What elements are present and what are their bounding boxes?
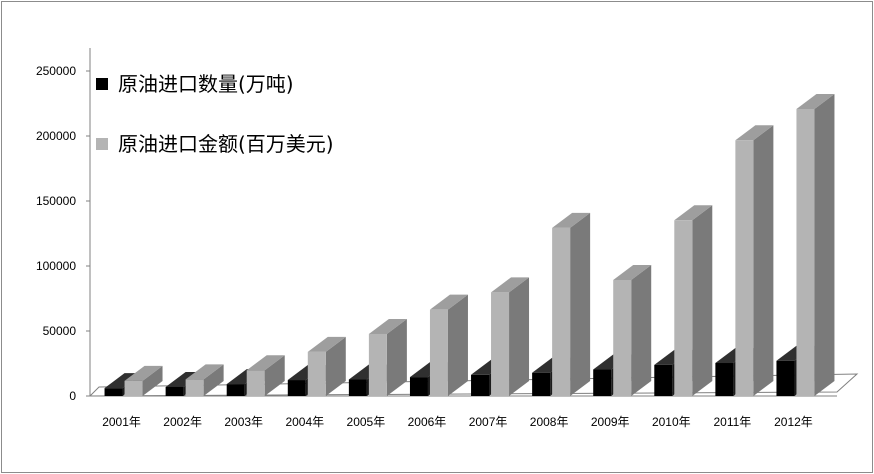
y-tick-label: 250000 <box>36 64 76 78</box>
bar-top <box>491 277 530 293</box>
bar-amount <box>185 364 224 396</box>
bar-top <box>735 125 774 141</box>
bar-front <box>429 309 448 396</box>
bar-side <box>264 355 285 396</box>
bar-amount <box>613 264 652 396</box>
bar-top <box>429 294 468 310</box>
bar-top <box>796 93 835 109</box>
bar-front <box>409 377 428 396</box>
bar-side <box>692 205 713 396</box>
bar-side <box>203 364 224 396</box>
bar-front <box>368 333 387 396</box>
bar-front <box>532 372 551 396</box>
bar-top <box>552 212 591 228</box>
x-tick-label: 2003年 <box>224 415 263 429</box>
legend-label-amount: 原油进口金额(百万美元) <box>118 132 334 156</box>
bar-amount <box>491 277 530 396</box>
bar-side <box>570 212 591 396</box>
x-tick-label: 2009年 <box>591 415 630 429</box>
bar-amount <box>796 93 835 396</box>
bar-side <box>509 277 530 396</box>
bar-front <box>735 140 754 396</box>
x-tick-label: 2004年 <box>285 415 324 429</box>
bar-front <box>491 292 510 396</box>
legend-entry-quantity: 原油进口数量(万吨) <box>96 72 294 96</box>
bar-top <box>246 355 285 371</box>
bar-front <box>307 351 326 396</box>
bar-side <box>753 125 774 396</box>
bar-amount <box>124 365 163 396</box>
bar-amount <box>307 336 346 396</box>
bar-front <box>613 279 632 396</box>
bar-top <box>613 264 652 280</box>
bar-front <box>246 370 265 396</box>
x-tick-label: 2011年 <box>713 415 751 429</box>
x-tick-label: 2006年 <box>408 415 447 429</box>
bar-amount <box>368 318 407 396</box>
bar-front <box>471 374 490 396</box>
bar-front <box>654 364 673 396</box>
bar-amount <box>735 125 774 396</box>
y-tick-label: 200000 <box>36 129 76 143</box>
x-tick-label: 2010年 <box>652 415 691 429</box>
bar-top <box>674 205 713 221</box>
bar-amount <box>246 355 285 396</box>
y-tick-label: 150000 <box>36 194 76 208</box>
bar-side <box>325 336 346 396</box>
bar-side <box>631 264 652 396</box>
x-tick-label: 2002年 <box>163 415 202 429</box>
bar-front <box>796 108 815 396</box>
legend: 原油进口数量(万吨) 原油进口金额(百万美元) <box>96 72 334 156</box>
bar-front <box>552 227 571 396</box>
bar-front <box>226 384 245 396</box>
legend-label-quantity: 原油进口数量(万吨) <box>118 72 294 96</box>
bar-front <box>715 363 734 396</box>
bar-front <box>593 369 612 396</box>
bar-amount <box>552 212 591 396</box>
y-tick-label: 100000 <box>36 259 76 273</box>
x-tick-label: 2012年 <box>774 415 813 429</box>
bar-amount <box>429 294 468 396</box>
bar-side <box>447 294 468 396</box>
x-tick-label: 2005年 <box>347 415 386 429</box>
bar-side <box>814 93 835 396</box>
x-tick-label: 2007年 <box>469 415 508 429</box>
bar-front <box>124 380 143 396</box>
y-tick-label: 0 <box>69 389 76 403</box>
bar-front <box>287 380 306 396</box>
bar-front <box>674 220 693 396</box>
bars <box>104 93 835 396</box>
x-tick-label: 2001年 <box>102 415 141 429</box>
bar-side <box>142 365 163 396</box>
bar-front <box>165 386 184 396</box>
bar-top <box>185 364 224 380</box>
bar-front <box>348 379 367 396</box>
x-axis-tick-labels: 2001年 2002年 2003年 2004年 2005年 2006年 2007年 2008年… <box>102 415 813 429</box>
y-tick-label: 50000 <box>43 324 77 338</box>
legend-swatch-amount <box>96 138 108 150</box>
legend-swatch-quantity <box>96 78 108 90</box>
bar-amount <box>674 205 713 396</box>
bar-front <box>776 360 795 396</box>
x-tick-label: 2008年 <box>530 415 569 429</box>
legend-entry-amount: 原油进口金额(百万美元) <box>96 132 334 156</box>
bar-top <box>368 318 407 334</box>
y-axis-tick-labels: 0 50000 100000 150000 200000 250000 <box>36 64 76 403</box>
bar-top <box>307 336 346 352</box>
bar-front <box>185 379 204 396</box>
bar-top <box>124 365 163 381</box>
bar-side <box>386 318 407 396</box>
bar-front <box>104 388 123 396</box>
